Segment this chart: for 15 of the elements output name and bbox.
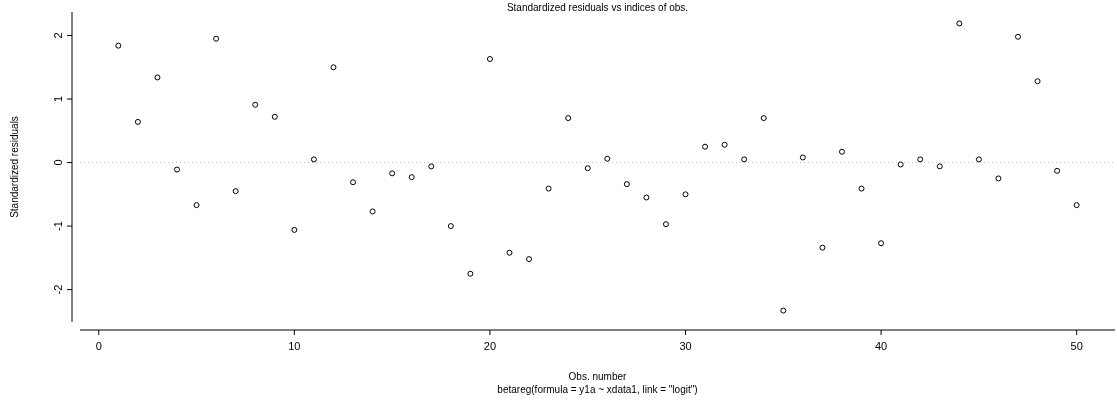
y-tick-label: 0 <box>52 159 64 166</box>
y-tick-label: 2 <box>52 32 64 39</box>
y-tick-label: -1 <box>52 221 64 231</box>
text: betareg(formula = y1a ~ xdata1, link = "logit") <box>497 384 698 395</box>
y-axis-title: Standardized residuals <box>9 116 20 218</box>
x-tick-label: 0 <box>95 340 102 352</box>
y-tick-label: -2 <box>52 284 64 295</box>
y-tick-label: 1 <box>52 95 64 103</box>
x-tick-label: 40 <box>874 340 888 352</box>
x-tick-label: 30 <box>679 340 692 352</box>
x-axis-title: Obs. number <box>568 371 628 382</box>
chart-title: Standardized residuals vs indices of obs. <box>506 2 689 13</box>
x-tick-label: 10 <box>288 340 301 352</box>
x-tick-label: 50 <box>1070 340 1083 352</box>
x-tick-label: 20 <box>483 340 497 352</box>
